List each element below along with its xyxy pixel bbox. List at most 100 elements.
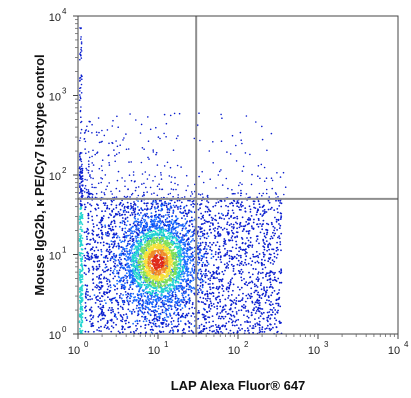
event-dot [158,317,161,320]
event-dot [212,205,215,208]
event-dot [232,289,234,292]
event-dot [228,284,231,287]
event-dot [148,277,151,280]
event-dot [170,288,173,290]
event-dot [240,309,243,312]
event-dot [261,326,264,329]
event-dot [256,223,259,226]
event-dot [179,273,182,276]
event-dot [178,236,181,239]
event-dot [135,280,138,283]
event-dot [252,255,255,258]
event-dot [183,214,186,217]
event-dot [146,317,148,320]
event-dot [182,280,185,282]
event-dot [180,276,182,278]
event-dot [252,325,255,327]
event-dot [177,208,179,210]
event-dot [236,217,239,220]
event-dot [156,246,159,249]
event-dot [276,293,279,296]
event-dot [103,276,106,279]
event-dot [236,201,239,204]
event-dot [184,314,187,317]
event-dot [206,221,209,223]
event-dot [143,246,146,249]
event-dot [224,243,227,246]
event-dot [126,281,129,284]
event-dot [221,325,224,328]
event-dot [238,309,240,312]
event-dot [265,233,268,236]
event-dot [143,284,146,286]
event-dot [153,306,156,308]
event-dot [240,279,243,282]
event-dot [265,327,268,330]
event-dot [163,302,166,304]
event-dot [164,297,167,300]
event-dot [157,252,160,254]
event-dot [183,256,186,259]
event-dot [136,223,139,225]
event-dot [96,329,98,331]
event-dot [100,216,103,219]
event-dot [174,304,176,306]
event-dot [159,268,162,271]
event-dot [134,207,137,210]
event-dot [186,215,189,218]
event-dot [134,213,137,216]
event-dot [216,286,218,288]
event-dot [230,229,233,232]
event-dot [136,277,138,280]
event-dot [182,234,184,236]
event-dot [92,246,94,249]
event-dot [187,277,190,280]
event-dot [160,252,162,254]
event-dot [121,222,124,224]
event-dot [136,328,139,330]
event-dot [251,244,254,247]
event-dot [183,255,186,257]
event-dot [236,330,239,333]
event-dot [137,246,139,249]
event-dot [98,276,101,279]
event-dot [218,272,221,275]
event-dot [192,279,195,281]
event-dot [183,243,186,246]
event-dot [182,296,185,299]
event-dot [165,312,168,315]
event-dot [172,212,175,214]
event-dot [159,282,161,284]
event-dot [273,276,276,279]
event-dot [182,287,185,290]
event-dot [178,278,181,280]
event-dot [246,315,249,318]
event-dot [99,307,102,310]
event-dot [199,249,202,252]
event-dot [256,322,258,324]
event-dot [137,260,140,262]
event-dot [156,202,159,205]
event-dot [136,293,139,296]
event-dot [124,258,127,261]
event-dot [236,332,239,334]
event-dot [185,232,188,235]
event-dot [141,243,144,246]
event-dot [179,244,182,247]
event-dot [146,286,149,288]
event-dot [192,234,195,237]
event-dot [246,284,249,287]
event-dot [136,242,139,245]
event-dot [202,223,204,225]
event-dot [236,263,239,266]
event-dot [269,304,272,306]
event-dot [191,239,193,242]
event-dot [175,272,178,275]
event-dot [125,296,128,299]
event-dot [210,302,213,305]
event-dot [119,296,121,299]
event-dot [150,216,153,219]
event-dot [270,283,272,286]
event-dot [108,243,111,246]
event-dot [97,285,99,287]
